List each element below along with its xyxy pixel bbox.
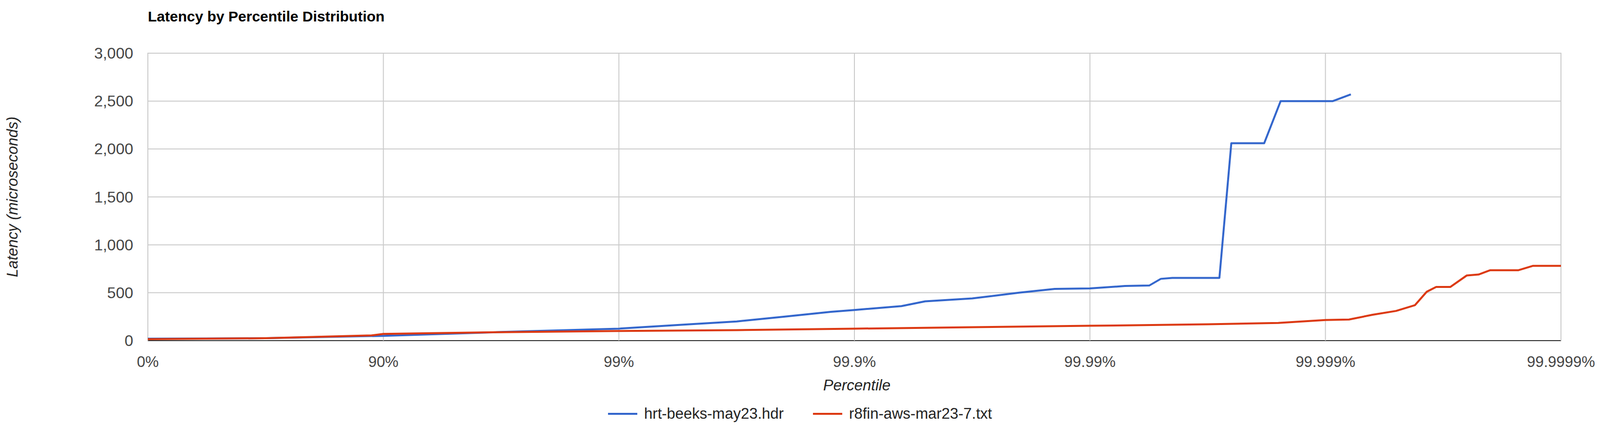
y-tick-label: 2,000 [94,140,134,158]
legend-label: hrt-beeks-may23.hdr [644,405,784,423]
legend-swatch [812,412,843,415]
x-tick-label: 99.999% [1295,353,1356,371]
x-grid-line [1089,53,1091,341]
plot-area [147,94,1561,340]
x-grid-line [383,53,385,341]
x-tick-label: 99.9% [832,353,876,371]
legend-swatch [607,412,638,415]
x-tick-label: 90% [368,353,399,371]
y-tick-label: 1,500 [94,188,134,206]
title: Latency by Percentile Distribution [147,8,385,25]
y-tick-label: 2,500 [94,92,134,110]
x-tick-label: 0% [137,353,160,371]
x-grid-line [1560,53,1562,341]
y-tick-label: 1,000 [94,236,134,254]
y-axis-title: Latency (microseconds) [3,116,21,278]
y-tick-label: 0 [124,331,134,350]
legend-label: r8fin-aws-mar23-7.txt [849,405,993,423]
plot-frame [147,53,1561,341]
y-tick-label: 500 [107,283,134,302]
chart: Latency by Percentile Distribution 0 500 1,… [0,0,1600,427]
x-tick-label: 99.99% [1064,353,1116,371]
x-grid-line [853,53,855,341]
x-axis-title: Percentile [823,376,891,394]
x-tick-label: 99.9999% [1526,353,1596,371]
x-grid-line [618,53,620,341]
series-line [147,94,1351,339]
x-tick-label: 99% [603,353,634,371]
x-grid-line [147,53,149,341]
legend: hrt-beeks-may23.hdr r8fin-aws-mar23-7.txt [607,405,993,423]
y-tick-label: 3,000 [94,44,134,62]
x-grid-line [1324,53,1326,341]
series-line [147,265,1561,340]
